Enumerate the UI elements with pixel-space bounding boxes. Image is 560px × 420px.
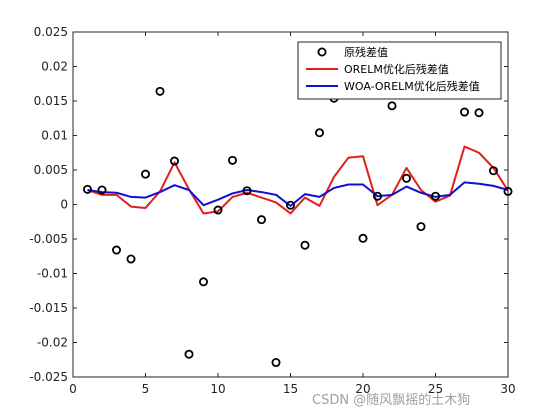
x-tick-label: 5 <box>142 382 150 396</box>
data-point <box>503 186 513 196</box>
axis-ticks: 0 5 10 15 20 25 300.0250.020.0150.010.0050-0.0… <box>29 25 515 396</box>
legend-label: WOA-ORELM优化后残差值 <box>344 79 480 93</box>
y-tick-label: -0.025 <box>29 370 68 384</box>
data-point <box>227 155 237 165</box>
legend-label: 原残差值 <box>344 45 388 59</box>
x-tick-label: 30 <box>500 382 515 396</box>
data-point <box>488 166 498 176</box>
x-tick-label: 25 <box>428 382 443 396</box>
y-tick-label: 0.01 <box>41 129 68 143</box>
series-line <box>87 145 509 215</box>
data-point <box>300 240 310 250</box>
x-tick-label: 15 <box>283 382 298 396</box>
data-point <box>97 185 107 195</box>
data-point <box>459 107 469 117</box>
data-point <box>169 156 179 166</box>
data-point <box>213 205 223 215</box>
data-point <box>198 277 208 287</box>
y-tick-label: 0.02 <box>41 60 68 74</box>
data-point <box>372 191 382 201</box>
x-tick-label: 20 <box>355 382 370 396</box>
legend-marker <box>317 47 327 57</box>
data-point <box>242 186 252 196</box>
y-tick-label: 0.025 <box>34 25 68 39</box>
data-point <box>358 233 368 243</box>
data-point <box>285 200 295 210</box>
y-tick-label: 0 <box>60 198 68 212</box>
x-tick-label: 10 <box>210 382 225 396</box>
data-point <box>126 254 136 264</box>
y-tick-label: 0.005 <box>34 163 68 177</box>
data-point <box>474 108 484 118</box>
data-point <box>140 169 150 179</box>
data-point <box>430 191 440 201</box>
legend-label: ORELM优化后残差值 <box>344 62 449 76</box>
y-tick-label: -0.005 <box>29 232 68 246</box>
data-point <box>155 86 165 96</box>
watermark-text: CSDN @随风飘摇的土木狗 <box>312 392 470 408</box>
data-point <box>416 222 426 232</box>
y-tick-label: -0.02 <box>37 336 68 350</box>
data-point <box>83 184 93 194</box>
series-line <box>87 181 509 207</box>
data-point <box>112 245 122 255</box>
legend: 原残差值 ORELM优化后残差值 WOA-ORELM优化后残差值 <box>297 41 502 100</box>
y-tick-label: 0.015 <box>34 94 68 108</box>
x-tick-label: 0 <box>69 382 77 396</box>
data-point <box>314 128 324 138</box>
data-point <box>401 173 411 183</box>
y-tick-label: -0.01 <box>37 267 68 281</box>
y-tick-label: -0.015 <box>29 301 68 315</box>
data-point <box>271 358 281 368</box>
legend-box <box>297 41 502 100</box>
legend-items: 原残差值 ORELM优化后残差值 WOA-ORELM优化后残差值 <box>306 45 480 93</box>
data-point <box>184 349 194 359</box>
data-point <box>256 215 266 225</box>
data-point <box>387 101 397 111</box>
